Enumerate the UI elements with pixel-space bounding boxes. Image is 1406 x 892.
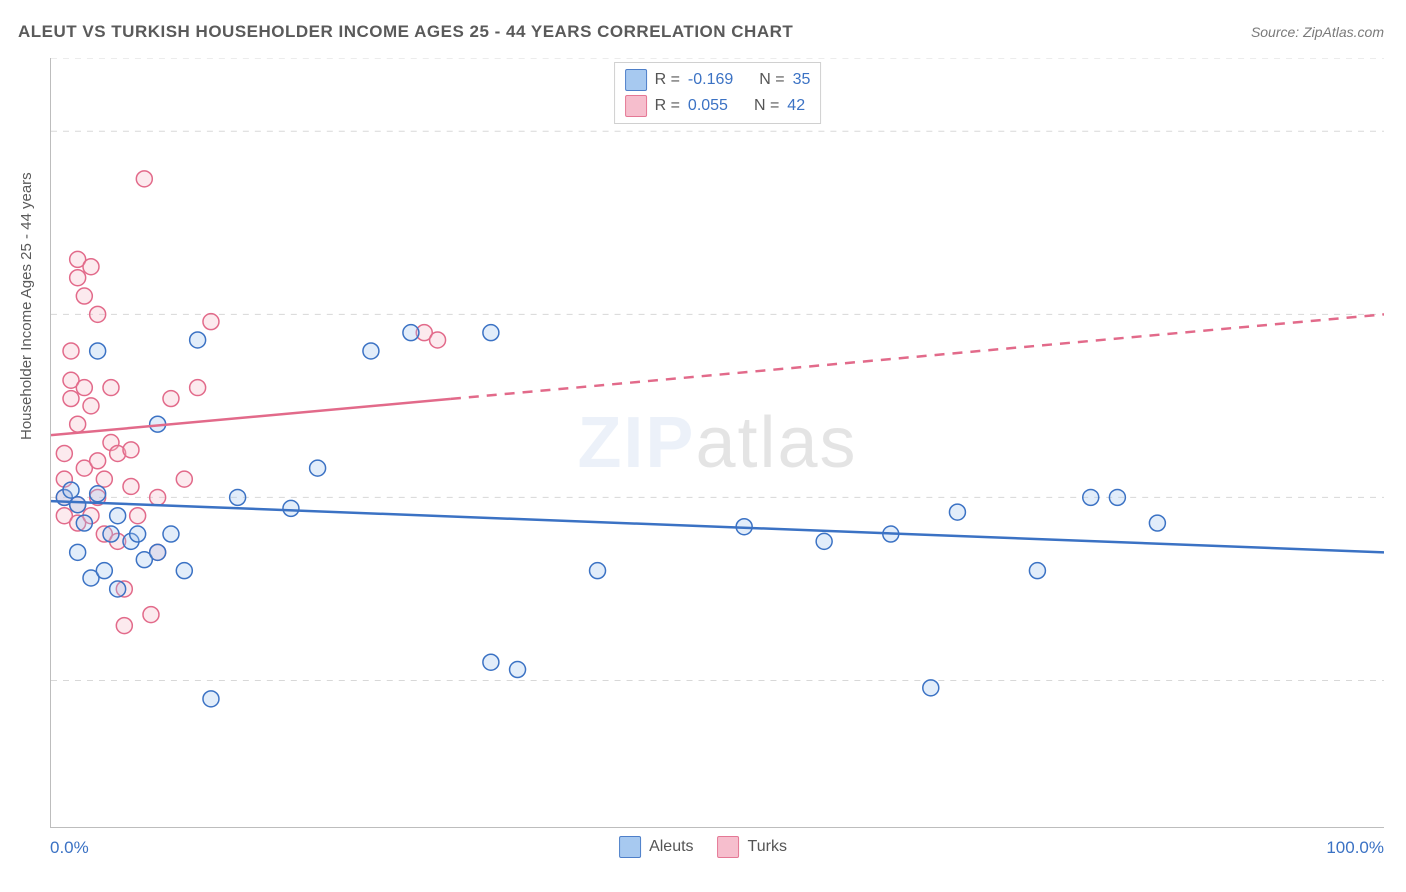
r-label: R = [655,93,680,119]
legend-swatch-aleuts [625,69,647,91]
legend-row-aleuts: R = -0.169 N = 35 [625,67,811,93]
source-label: Source: ZipAtlas.com [1251,24,1384,40]
legend-swatch-turks-bottom [718,836,740,858]
series-legend: Aleuts Turks [619,836,787,858]
legend-item-aleuts: Aleuts [619,836,693,858]
chart-svg [51,58,1384,827]
r-value-turks: 0.055 [688,93,728,119]
x-tick-0: 0.0% [50,838,89,858]
n-value-aleuts: 35 [793,67,811,93]
r-label: R = [655,67,680,93]
n-value-turks: 42 [787,93,805,119]
y-axis-label: Householder Income Ages 25 - 44 years [18,172,35,440]
legend-label-turks: Turks [748,838,787,856]
correlation-legend: R = -0.169 N = 35 R = 0.055 N = 42 [614,62,822,124]
x-tick-100: 100.0% [1326,838,1384,858]
n-label: N = [759,67,784,93]
legend-item-turks: Turks [718,836,787,858]
chart-title: ALEUT VS TURKISH HOUSEHOLDER INCOME AGES… [18,22,793,42]
r-value-aleuts: -0.169 [688,67,733,93]
legend-swatch-aleuts-bottom [619,836,641,858]
legend-row-turks: R = 0.055 N = 42 [625,93,811,119]
legend-label-aleuts: Aleuts [649,838,693,856]
legend-swatch-turks [625,95,647,117]
plot-area: ZIPatlas $50,000 $100,000 $150,000 $200,… [50,58,1384,828]
n-label: N = [754,93,779,119]
